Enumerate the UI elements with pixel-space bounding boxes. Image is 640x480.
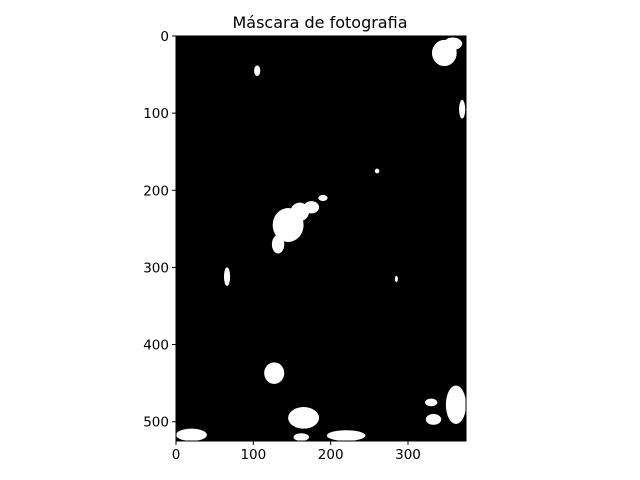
- x-tick-label: 100: [240, 447, 266, 463]
- mask-region: [445, 385, 466, 425]
- y-tick-label: 400: [143, 338, 169, 354]
- mask-region: [425, 414, 442, 425]
- axes-frame: [175, 35, 467, 442]
- x-tick-label: 200: [318, 447, 344, 463]
- mask-region: [288, 407, 320, 429]
- mask-region: [176, 428, 207, 441]
- mask-region: [318, 194, 328, 202]
- mask-image: [176, 36, 466, 441]
- mask-region: [254, 65, 261, 77]
- y-tick-label: 100: [143, 106, 169, 122]
- mask-region: [326, 430, 366, 441]
- x-tick-label: 0: [172, 447, 181, 463]
- x-tick-label: 300: [395, 447, 421, 463]
- mask-region: [459, 100, 466, 119]
- mask-region: [293, 433, 310, 441]
- y-tick-label: 300: [143, 260, 169, 276]
- chart-title: Máscara de fotografia: [232, 13, 407, 32]
- y-tick-label: 200: [143, 183, 169, 199]
- mask-region: [303, 201, 320, 214]
- y-tick-label: 500: [143, 415, 169, 431]
- mask-region: [223, 267, 231, 286]
- mask-region: [394, 275, 398, 283]
- mask-region: [443, 37, 463, 50]
- y-axis: 0 100 200 300 400 500: [143, 29, 176, 431]
- mask-region: [425, 398, 438, 407]
- y-tick-label: 0: [160, 29, 169, 45]
- mask-region: [374, 168, 380, 174]
- mask-region: [271, 235, 285, 254]
- mask-region: [264, 362, 285, 384]
- x-axis: 0 100 200 300: [172, 441, 421, 463]
- mask-background: [176, 36, 466, 441]
